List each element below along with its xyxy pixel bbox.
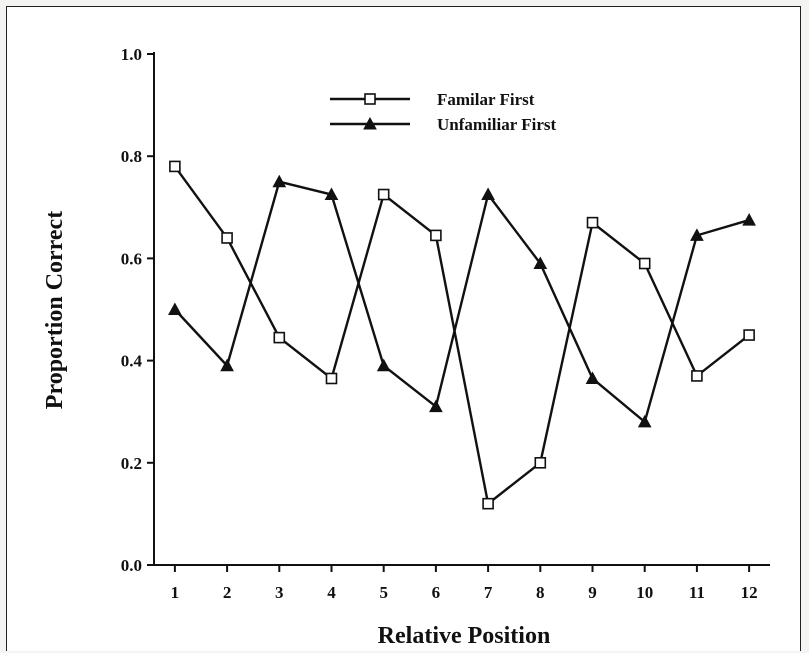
x-tick-label: 5 [379,583,388,602]
x-tick-label: 8 [536,583,545,602]
x-tick-label: 1 [171,583,180,602]
x-tick-label: 11 [689,583,705,602]
data-point [429,399,443,413]
y-tick-label: 0.4 [121,352,143,371]
data-point [742,213,756,226]
x-tick-label: 6 [432,583,441,602]
legend-entry-1: Familar First [330,90,535,109]
x-tick-label: 4 [327,583,336,602]
data-point [533,256,548,270]
x-tick-label: 9 [588,583,597,602]
data-point [376,358,391,372]
data-point [743,329,755,341]
data-point [691,370,703,382]
chart-frame [6,6,801,651]
y-tick-label: 0.6 [121,249,142,268]
data-point [272,174,287,188]
data-point [325,372,338,385]
series-line [173,165,750,506]
x-axis-title: Relative Position [378,623,551,649]
x-tick-label: 2 [223,583,232,602]
legend-label: Unfamiliar First [437,115,556,134]
data-point [690,228,704,241]
series-layer [168,160,756,510]
data-point [481,187,495,201]
series-1 [169,160,755,510]
legend: Familar First Unfamiliar First [330,90,556,134]
series-2 [168,174,756,428]
data-point [168,302,182,315]
data-point [637,414,652,428]
data-point [169,160,181,173]
axes: 0.00.20.40.60.81.01 2 3 4 5 6 7 8 9 10 11 12 [121,45,770,602]
data-point [638,257,651,270]
legend-label: Familar First [437,90,535,109]
y-tick-label: 0.8 [121,147,142,166]
y-tick-label: 1.0 [121,45,142,64]
y-axis-title: Proportion Correct [42,211,68,409]
x-tick-label: 3 [275,583,284,602]
legend-marker [364,93,376,105]
series-line [174,180,750,425]
legend-marker [363,116,377,130]
data-point [482,497,494,510]
data-point [324,187,339,201]
data-point [430,229,442,242]
legend-entry-2: Unfamiliar First [330,115,556,134]
data-point [586,216,599,229]
x-tick-label: 10 [636,583,653,602]
y-tick-label: 0.0 [121,556,142,575]
data-point [377,188,390,201]
y-tick-label: 0.2 [121,454,142,473]
x-tick-label: 12 [741,583,758,602]
data-point [585,371,600,384]
data-point [534,456,547,469]
x-tick-label: 7 [484,583,493,602]
data-point [220,358,234,372]
data-point [221,232,233,244]
data-point [273,331,286,344]
